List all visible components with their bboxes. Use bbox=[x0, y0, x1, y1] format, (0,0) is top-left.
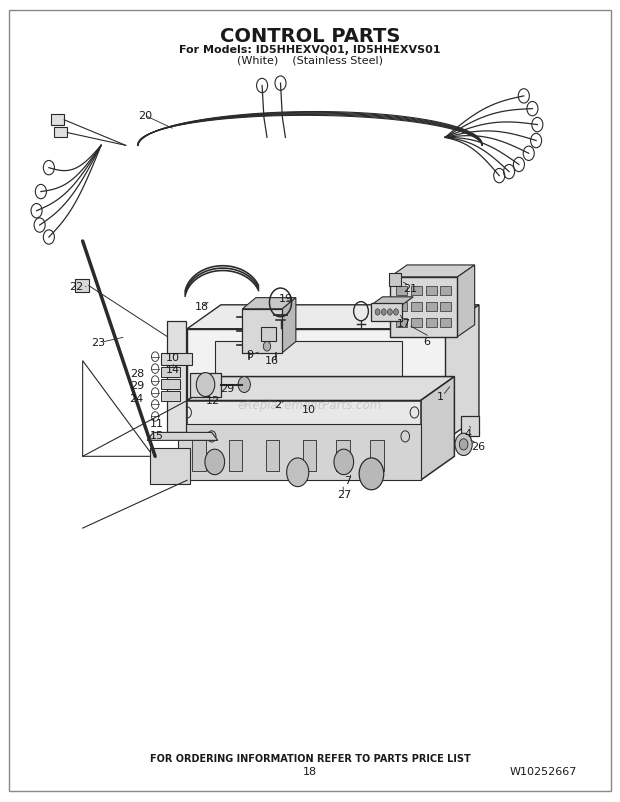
Bar bbox=[440, 286, 451, 296]
Text: 10: 10 bbox=[166, 353, 180, 363]
Polygon shape bbox=[461, 417, 479, 449]
Text: For Models: ID5HHEXVQ01, ID5HHEXVS01: For Models: ID5HHEXVQ01, ID5HHEXVS01 bbox=[179, 45, 441, 55]
Bar bbox=[229, 441, 242, 471]
Text: 18: 18 bbox=[195, 302, 209, 312]
Polygon shape bbox=[215, 342, 402, 393]
Bar bbox=[440, 318, 451, 328]
Bar bbox=[337, 441, 350, 471]
Circle shape bbox=[205, 450, 224, 475]
Bar bbox=[303, 441, 316, 471]
Polygon shape bbox=[282, 298, 296, 353]
Text: 9: 9 bbox=[247, 350, 254, 360]
Text: 29: 29 bbox=[219, 383, 234, 393]
Text: W10252667: W10252667 bbox=[510, 766, 577, 776]
Circle shape bbox=[381, 310, 386, 316]
Bar bbox=[425, 286, 436, 296]
Bar bbox=[242, 310, 282, 353]
Text: 6: 6 bbox=[423, 336, 431, 346]
Bar bbox=[261, 328, 276, 342]
Circle shape bbox=[459, 439, 468, 451]
Text: 18: 18 bbox=[303, 766, 317, 776]
Bar bbox=[370, 441, 384, 471]
Bar bbox=[390, 277, 458, 338]
Polygon shape bbox=[242, 298, 296, 310]
Text: 7: 7 bbox=[344, 476, 352, 486]
Bar bbox=[411, 318, 422, 328]
Bar bbox=[51, 115, 64, 125]
Polygon shape bbox=[458, 265, 475, 338]
Text: eReplacementParts.com: eReplacementParts.com bbox=[238, 399, 382, 411]
Text: 22: 22 bbox=[69, 282, 83, 292]
Bar bbox=[192, 441, 206, 471]
Text: 20: 20 bbox=[138, 111, 152, 121]
Text: 14: 14 bbox=[166, 365, 180, 375]
Circle shape bbox=[334, 450, 353, 475]
Text: 26: 26 bbox=[471, 441, 485, 452]
Polygon shape bbox=[167, 322, 186, 433]
Polygon shape bbox=[190, 373, 221, 397]
Text: 4: 4 bbox=[465, 428, 472, 439]
Text: 24: 24 bbox=[130, 394, 144, 403]
Polygon shape bbox=[187, 401, 420, 480]
Circle shape bbox=[238, 377, 250, 393]
Circle shape bbox=[375, 310, 380, 316]
Polygon shape bbox=[420, 377, 454, 480]
Circle shape bbox=[394, 310, 399, 316]
Bar bbox=[54, 128, 68, 138]
Bar bbox=[161, 367, 180, 377]
Text: 10: 10 bbox=[301, 405, 316, 415]
Polygon shape bbox=[445, 306, 479, 441]
Polygon shape bbox=[187, 306, 479, 330]
Polygon shape bbox=[178, 425, 420, 480]
Polygon shape bbox=[187, 330, 445, 441]
Bar bbox=[266, 441, 279, 471]
Text: 16: 16 bbox=[265, 355, 278, 366]
Polygon shape bbox=[147, 433, 218, 441]
Circle shape bbox=[455, 434, 472, 456]
Bar bbox=[425, 302, 436, 312]
Text: 2: 2 bbox=[275, 400, 281, 410]
Polygon shape bbox=[161, 353, 192, 365]
Bar bbox=[411, 286, 422, 296]
Bar bbox=[396, 318, 407, 328]
Circle shape bbox=[286, 459, 309, 487]
Text: 29: 29 bbox=[130, 381, 144, 391]
Text: 12: 12 bbox=[206, 396, 219, 406]
Text: 19: 19 bbox=[279, 294, 293, 304]
Polygon shape bbox=[187, 377, 454, 401]
Text: FOR ORDERING INFORMATION REFER TO PARTS PRICE LIST: FOR ORDERING INFORMATION REFER TO PARTS … bbox=[149, 753, 471, 763]
Bar bbox=[411, 302, 422, 312]
Polygon shape bbox=[371, 298, 413, 306]
Text: 11: 11 bbox=[150, 419, 164, 428]
Text: 1: 1 bbox=[436, 391, 443, 401]
Bar bbox=[396, 302, 407, 312]
Circle shape bbox=[388, 310, 392, 316]
Text: 15: 15 bbox=[150, 430, 164, 440]
Bar bbox=[161, 391, 180, 401]
Text: 21: 21 bbox=[404, 284, 417, 294]
Circle shape bbox=[197, 373, 215, 397]
Text: 23: 23 bbox=[91, 338, 105, 348]
Text: 17: 17 bbox=[397, 318, 412, 329]
Text: CONTROL PARTS: CONTROL PARTS bbox=[220, 26, 400, 46]
Polygon shape bbox=[150, 449, 190, 484]
Circle shape bbox=[264, 342, 271, 351]
Polygon shape bbox=[390, 265, 475, 277]
Bar bbox=[75, 280, 89, 293]
Bar bbox=[389, 273, 401, 286]
Text: 28: 28 bbox=[130, 369, 144, 379]
Bar bbox=[161, 379, 180, 389]
Bar bbox=[425, 318, 436, 328]
Text: 27: 27 bbox=[337, 489, 352, 499]
Text: (White)    (Stainless Steel): (White) (Stainless Steel) bbox=[237, 55, 383, 65]
Bar bbox=[440, 302, 451, 312]
Circle shape bbox=[359, 459, 384, 490]
Bar bbox=[396, 286, 407, 296]
Bar bbox=[371, 304, 402, 322]
